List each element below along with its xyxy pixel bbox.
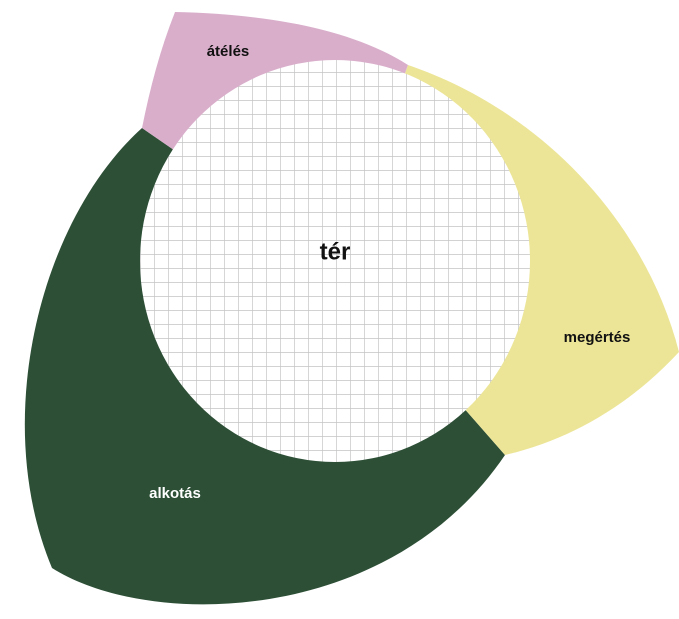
alkotas-label: alkotás — [149, 485, 201, 502]
ter-label: tér — [320, 238, 351, 265]
ateles-label: átélés — [207, 43, 250, 60]
ter-region — [140, 60, 530, 462]
megertes-label: megértés — [564, 329, 631, 346]
